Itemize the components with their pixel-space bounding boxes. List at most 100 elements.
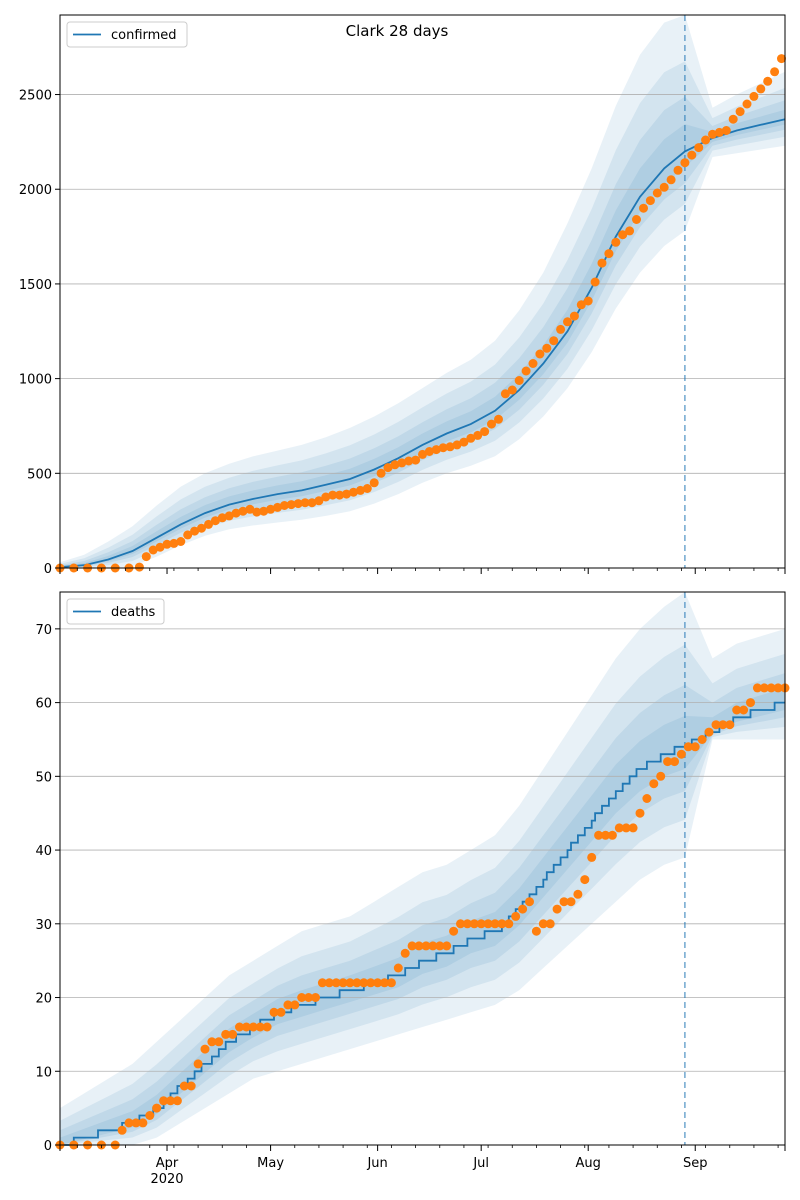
confirmed-observed-point <box>169 538 179 548</box>
confirmed-axes-frame <box>59 14 786 569</box>
confirmed-observed-point <box>597 258 607 268</box>
confirmed-observed-point <box>528 359 538 368</box>
confirmed-observed-point <box>563 317 572 327</box>
confirmed-observed-point <box>466 433 476 443</box>
confirmed-observed-points <box>55 54 786 573</box>
deaths-observed-point <box>145 1111 155 1120</box>
confirmed-ytick-label: 2500 <box>19 89 52 104</box>
confirmed-observed-point <box>445 442 455 452</box>
deaths-observed-point <box>642 794 652 803</box>
deaths-observed-point <box>538 919 548 929</box>
confirmed-observed-point <box>314 496 324 506</box>
confirmed-observed-point <box>300 498 310 508</box>
confirmed-ytick-label: 1000 <box>19 373 52 388</box>
confirmed-observed-point <box>335 490 345 500</box>
deaths-observed-point <box>573 889 583 899</box>
confirmed-ytick-label: 1500 <box>19 278 52 293</box>
deaths-observed-point <box>483 919 493 929</box>
confirmed-observed-point <box>210 516 220 526</box>
confirmed-observed-point <box>569 311 579 321</box>
confirmed-observed-point <box>245 504 255 514</box>
deaths-observed-point <box>773 683 783 693</box>
deaths-legend: deaths <box>66 598 165 625</box>
confirmed-observed-point <box>735 107 745 117</box>
deaths-observed-point <box>152 1103 162 1113</box>
deaths-observed-point <box>179 1081 189 1091</box>
deaths-observed-point <box>221 1029 231 1039</box>
confirmed-observed-point <box>321 492 331 502</box>
confirmed-observed-point <box>176 537 186 546</box>
deaths-observed-point <box>456 919 465 929</box>
deaths-observed-point <box>324 978 334 988</box>
confirmed-observed-point <box>197 523 206 533</box>
deaths-observed-point <box>518 904 528 914</box>
deaths-observed-point <box>442 941 452 951</box>
deaths-observed-point <box>428 941 438 951</box>
deaths-observed-points <box>55 683 790 1150</box>
confirmed-observed-point <box>452 440 462 450</box>
confirmed-panel: 0 500 1000 1500 2000 2500 confirmed Clark 28 … <box>19 14 786 577</box>
deaths-band-1 <box>60 592 785 1145</box>
confirmed-observed-point <box>556 324 566 334</box>
confirmed-observed-point <box>217 513 227 523</box>
confirmed-observed-point <box>252 507 262 517</box>
deaths-observed-point <box>193 1059 203 1069</box>
deaths-observed-point <box>352 978 362 988</box>
confirmed-observed-point <box>535 349 545 359</box>
deaths-observed-point <box>462 919 472 929</box>
deaths-observed-point <box>435 941 445 951</box>
deaths-observed-point <box>380 978 389 988</box>
xtick-label-jul: Jul <box>472 1156 489 1171</box>
confirmed-observed-point <box>349 487 358 497</box>
confirmed-observed-point <box>411 455 421 465</box>
confirmed-observed-point <box>190 526 200 536</box>
deaths-observed-point <box>594 830 604 840</box>
deaths-observed-point <box>607 830 617 840</box>
deaths-observed-point <box>752 683 762 693</box>
deaths-ytick-label: 10 <box>35 1065 52 1080</box>
confirmed-observed-point <box>590 277 600 287</box>
deaths-observed-point <box>449 926 459 936</box>
deaths-observed-point <box>656 771 666 781</box>
deaths-observed-point <box>531 926 541 936</box>
confirmed-observed-point <box>342 489 351 499</box>
confirmed-observed-point <box>507 385 517 395</box>
deaths-panel: 0 10 20 30 40 50 60 70 Apr May Jun Jul Aug Sep 2020 d… <box>35 591 790 1187</box>
deaths-observed-point <box>649 779 659 789</box>
confirmed-observed-point <box>224 511 234 521</box>
confirmed-observed-point <box>204 519 213 529</box>
deaths-observed-point <box>545 919 555 929</box>
deaths-observed-point <box>255 1022 265 1032</box>
deaths-ytick-label: 30 <box>35 918 52 933</box>
xtick-label-apr: Apr <box>156 1156 179 1171</box>
confirmed-observed-point <box>549 336 559 346</box>
xtick-label-may: May <box>257 1156 284 1171</box>
deaths-observed-point <box>725 720 735 730</box>
confirmed-observed-point <box>521 366 531 376</box>
deaths-observed-point <box>559 897 569 907</box>
deaths-uncertainty-bands <box>60 592 785 1145</box>
deaths-observed-point <box>248 1022 258 1032</box>
deaths-legend-box <box>66 598 165 625</box>
deaths-observed-point <box>283 1000 293 1010</box>
confirmed-observed-point <box>618 230 628 240</box>
confirmed-observed-point <box>286 500 296 510</box>
deaths-ytick-label: 70 <box>35 623 52 638</box>
deaths-observed-point <box>476 919 486 929</box>
deaths-observed-point <box>497 919 507 929</box>
deaths-observed-point <box>711 720 721 730</box>
confirmed-observed-point <box>604 249 614 259</box>
deaths-observed-point <box>317 978 327 988</box>
confirmed-observed-point <box>701 135 711 145</box>
confirmed-legend-box <box>66 21 188 48</box>
deaths-observed-point <box>504 919 514 929</box>
confirmed-observed-point <box>680 158 690 168</box>
confirmed-observed-point <box>714 127 724 137</box>
deaths-observed-point <box>580 875 590 885</box>
deaths-observed-point <box>490 919 500 929</box>
confirmed-legend-label: confirmed <box>111 28 177 43</box>
deaths-observed-point <box>359 978 369 988</box>
deaths-ytick-label: 0 <box>44 1139 52 1154</box>
confirmed-observed-point <box>362 484 372 493</box>
confirmed-x-axis <box>59 568 786 574</box>
